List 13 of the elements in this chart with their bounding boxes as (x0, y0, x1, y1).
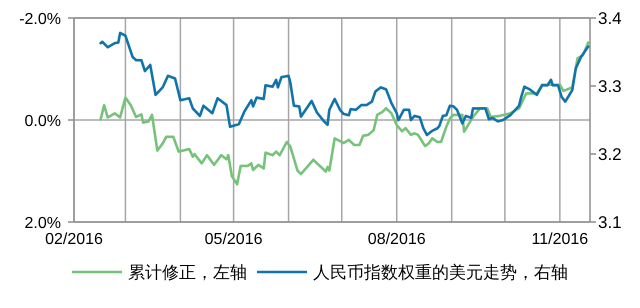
y2tick: 3.2 (598, 145, 622, 164)
y2tick: 3.1 (598, 213, 622, 232)
ytick: 0.0% (24, 113, 61, 130)
xtick: 05/2016 (204, 231, 262, 248)
ytick: -2.0% (19, 11, 61, 28)
xtick: 08/2016 (368, 231, 426, 248)
xtick: 11/2016 (532, 231, 588, 248)
y2tick: 3.3 (598, 77, 622, 96)
legend-label: 人民币指数权重的美元走势，右轴 (313, 263, 568, 282)
xtick: 02/2016 (45, 231, 103, 248)
legend-label: 累计修正，左轴 (128, 263, 247, 282)
ytick: 2.0% (24, 215, 61, 232)
y2tick: 3.4 (598, 9, 622, 28)
